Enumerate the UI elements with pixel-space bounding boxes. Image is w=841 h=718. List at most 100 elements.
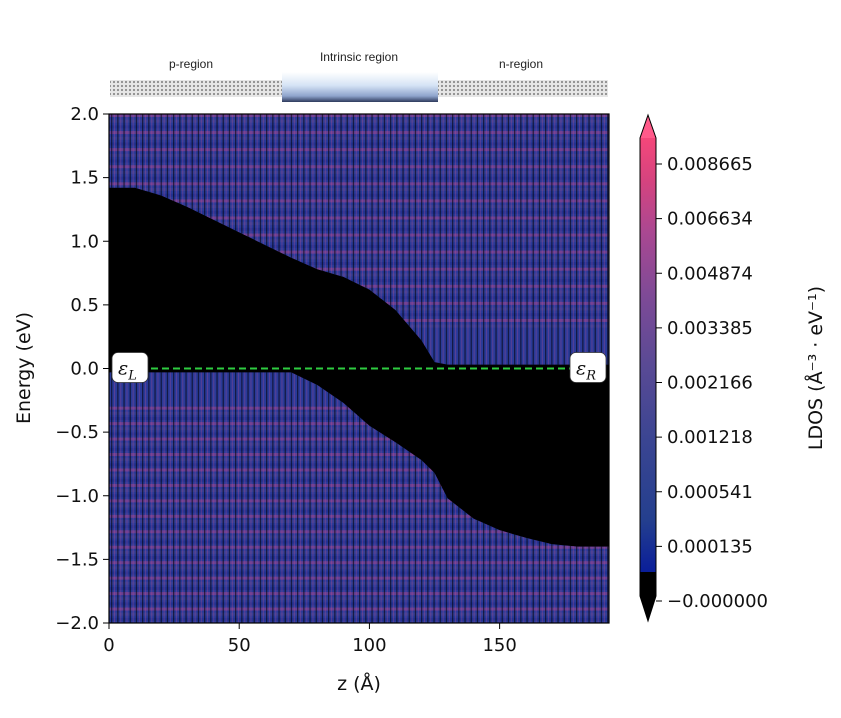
plane-gap-stripe — [514, 114, 516, 365]
y-tick-label: 1.0 — [70, 231, 99, 252]
plane-peak-stripe — [231, 372, 233, 623]
plane-peak-stripe — [368, 372, 370, 623]
plane-peak-stripe — [535, 114, 537, 365]
plane-gap-stripe — [557, 114, 559, 365]
colorbar-tick-label: 0.003385 — [667, 318, 753, 339]
plane-peak-stripe — [399, 372, 401, 623]
plane-gap-stripe — [340, 372, 342, 623]
left-electrode-label: L — [127, 369, 137, 384]
plane-gap-stripe — [129, 372, 131, 623]
plane-gap-stripe — [408, 114, 410, 365]
intrinsic-region-label: Intrinsic region — [320, 50, 398, 64]
y-axis-title: Energy (eV) — [13, 312, 35, 424]
plane-peak-stripe — [349, 114, 351, 365]
plane-gap-stripe — [439, 114, 441, 365]
plane-gap-stripe — [253, 114, 255, 365]
heatmap-area — [109, 114, 611, 623]
plane-peak-stripe — [300, 114, 302, 365]
plane-peak-stripe — [541, 114, 543, 365]
plane-gap-stripe — [309, 372, 311, 623]
plane-gap-stripe — [297, 114, 299, 365]
plane-gap-stripe — [315, 114, 317, 365]
plane-peak-stripe — [405, 114, 407, 365]
plane-gap-stripe — [117, 372, 119, 623]
plane-gap-stripe — [377, 372, 379, 623]
plane-gap-stripe — [383, 372, 386, 623]
plane-peak-stripe — [293, 372, 295, 623]
plane-gap-stripe — [346, 114, 348, 365]
plane-gap-stripe — [328, 114, 330, 365]
plane-gap-stripe — [396, 114, 398, 365]
plane-gap-stripe — [365, 114, 367, 365]
plane-peak-stripe — [269, 372, 271, 623]
plane-gap-stripe — [433, 114, 435, 365]
plane-gap-stripe — [352, 114, 355, 365]
x-tick-label: 100 — [352, 635, 386, 656]
plane-peak-stripe — [380, 372, 382, 623]
plane-peak-stripe — [492, 114, 494, 365]
x-tick-label: 50 — [228, 635, 251, 656]
plane-peak-stripe — [386, 372, 388, 623]
plane-gap-stripe — [303, 114, 305, 365]
plane-gap-stripe — [123, 372, 125, 623]
fermi-level-left-badge: εL — [111, 352, 149, 384]
right-electrode-label: R — [585, 369, 596, 384]
plane-peak-stripe — [225, 372, 227, 623]
svg-text:εR: εR — [576, 358, 596, 384]
plane-peak-stripe — [610, 114, 611, 623]
plane-gap-stripe — [142, 372, 144, 623]
plane-gap-stripe — [414, 114, 417, 365]
plane-peak-stripe — [176, 372, 178, 623]
plane-peak-stripe — [591, 114, 593, 365]
x-tick-label: 150 — [482, 635, 516, 656]
y-tick-label: −0.5 — [55, 422, 99, 443]
plane-gap-stripe — [507, 114, 510, 365]
plane-peak-stripe — [250, 372, 252, 623]
plane-peak-stripe — [498, 114, 500, 365]
plane-gap-stripe — [588, 114, 590, 365]
plane-gap-stripe — [179, 372, 181, 623]
plane-gap-stripe — [551, 114, 553, 365]
plane-peak-stripe — [312, 372, 314, 623]
y-tick-label: 2.0 — [70, 104, 99, 125]
plane-gap-stripe — [228, 372, 231, 623]
colorbar-tick-label: 0.000541 — [667, 482, 753, 503]
plane-peak-stripe — [318, 114, 320, 365]
plane-peak-stripe — [337, 114, 339, 365]
plane-gap-stripe — [340, 114, 342, 365]
plane-peak-stripe — [331, 114, 333, 365]
colorbar-tick-label: 0.001218 — [667, 427, 753, 448]
plane-gap-stripe — [408, 372, 410, 623]
plane-peak-stripe — [256, 114, 258, 365]
plane-peak-stripe — [523, 114, 525, 365]
plane-gap-stripe — [421, 372, 423, 623]
plane-gap-stripe — [600, 114, 603, 365]
plane-gap-stripe — [582, 114, 584, 365]
plane-gap-stripe — [222, 372, 224, 623]
plane-peak-stripe — [349, 372, 351, 623]
plane-peak-stripe — [436, 114, 438, 365]
plane-gap-stripe — [421, 114, 423, 365]
p-region-label: p-region — [169, 57, 213, 71]
plane-peak-stripe — [517, 114, 519, 365]
plane-peak-stripe — [138, 372, 140, 623]
plane-peak-stripe — [368, 114, 370, 365]
plane-gap-stripe — [390, 114, 392, 365]
plane-peak-stripe — [548, 114, 550, 365]
plane-peak-stripe — [300, 372, 302, 623]
plane-peak-stripe — [473, 114, 475, 365]
plane-peak-stripe — [132, 372, 134, 623]
colorbar-bottom-extension-fill — [640, 572, 656, 596]
colorbar-title: LDOS (Å⁻³ · eV⁻¹) — [804, 286, 827, 450]
plane-peak-stripe — [331, 372, 333, 623]
plane-gap-stripe — [377, 114, 379, 365]
plane-peak-stripe — [343, 372, 345, 623]
plane-gap-stripe — [470, 114, 472, 365]
plane-peak-stripe — [430, 372, 432, 623]
plane-gap-stripe — [346, 372, 348, 623]
plane-gap-stripe — [321, 114, 324, 365]
plane-peak-stripe — [455, 114, 457, 365]
plane-peak-stripe — [436, 372, 438, 623]
plane-gap-stripe — [315, 372, 317, 623]
y-tick-label: −1.5 — [55, 549, 99, 570]
